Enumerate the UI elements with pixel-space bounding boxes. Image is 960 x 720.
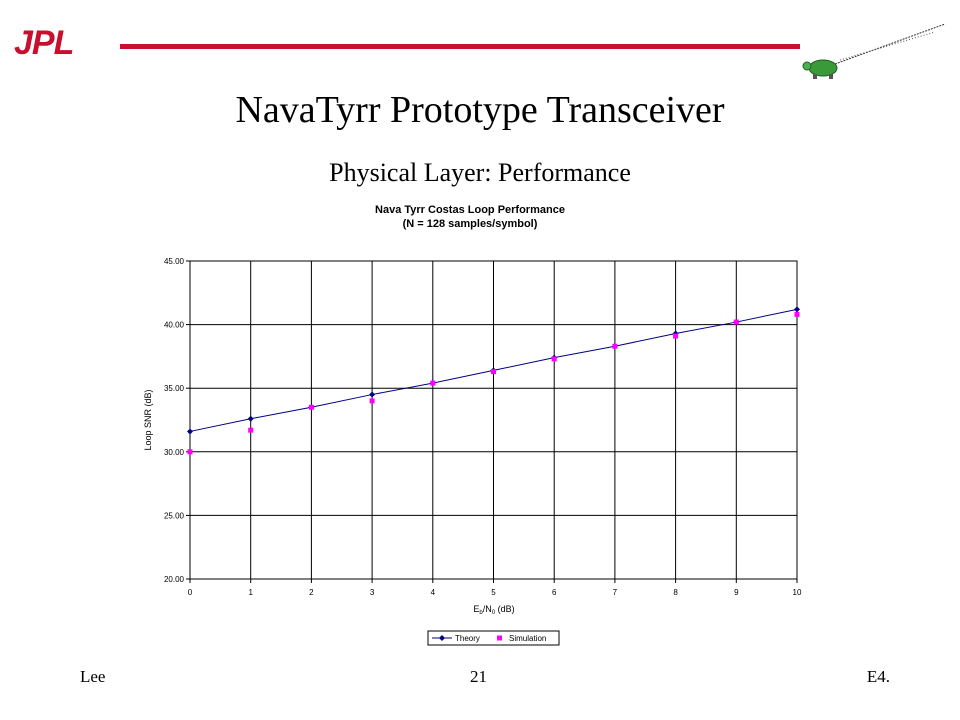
- legend-theory-marker: [439, 635, 445, 641]
- x-tick-label: 9: [734, 588, 739, 597]
- y-tick-label: 35.00: [164, 384, 185, 393]
- x-tick-label: 10: [793, 588, 802, 597]
- x-tick-label: 1: [248, 588, 253, 597]
- simulation-point: [612, 343, 618, 349]
- simulation-point: [733, 319, 739, 325]
- x-tick-label: 7: [613, 588, 618, 597]
- y-tick-label: 40.00: [164, 321, 185, 330]
- footer-section: E4.: [866, 667, 890, 686]
- theory-point: [369, 391, 376, 398]
- chart-title-line2: (N = 128 samples/symbol): [403, 218, 538, 230]
- slide-title: NavaTyrr Prototype Transceiver: [235, 89, 725, 131]
- simulation-point: [308, 404, 314, 410]
- x-tick-label: 2: [309, 588, 314, 597]
- header-rule: [120, 44, 800, 49]
- x-tick-label: 3: [370, 588, 375, 597]
- x-tick-label: 5: [491, 588, 496, 597]
- y-tick-label: 20.00: [164, 575, 185, 584]
- legend-simulation-marker: [497, 635, 502, 641]
- footer-page-number: 21: [470, 667, 487, 686]
- simulation-point: [430, 380, 436, 386]
- x-tick-label: 0: [188, 588, 193, 597]
- theory-point: [794, 306, 800, 313]
- simulation-point: [248, 427, 254, 433]
- simulation-point: [551, 356, 557, 362]
- x-tick-label: 8: [673, 588, 678, 597]
- simulation-point: [794, 311, 800, 317]
- y-tick-label: 45.00: [164, 257, 185, 266]
- footer-author: Lee: [80, 667, 106, 686]
- legend-theory-label: Theory: [455, 634, 480, 643]
- y-tick-label: 30.00: [164, 448, 185, 457]
- simulation-point: [187, 449, 193, 455]
- chart-title-line1: Nava Tyrr Costas Loop Performance: [375, 204, 565, 216]
- x-tick-label: 6: [552, 588, 557, 597]
- x-tick-label: 4: [431, 588, 436, 597]
- legend-simulation-label: Simulation: [509, 634, 546, 643]
- slide-subtitle: Physical Layer: Performance: [329, 158, 631, 187]
- x-axis-label: Eb/N0 (dB): [473, 604, 514, 616]
- y-axis-label: Loop SNR (dB): [143, 389, 153, 450]
- legend: Theory Simulation: [427, 630, 560, 646]
- plot-area: 0 1 2 3 4 5 6 7 8 9 10 20.00 25.00 30.00 35.00 40.00 45.…: [164, 257, 802, 597]
- simulation-point: [491, 369, 496, 375]
- turtle-logo-icon: [802, 23, 946, 79]
- theory-point: [187, 428, 193, 435]
- jpl-logo: JPL: [14, 24, 74, 62]
- simulation-point: [673, 333, 679, 339]
- y-tick-label: 25.00: [164, 511, 185, 520]
- theory-point: [247, 415, 254, 422]
- loop-snr-chart: Nava Tyrr Costas Loop Performance (N = 1…: [143, 204, 802, 646]
- simulation-point: [369, 398, 375, 404]
